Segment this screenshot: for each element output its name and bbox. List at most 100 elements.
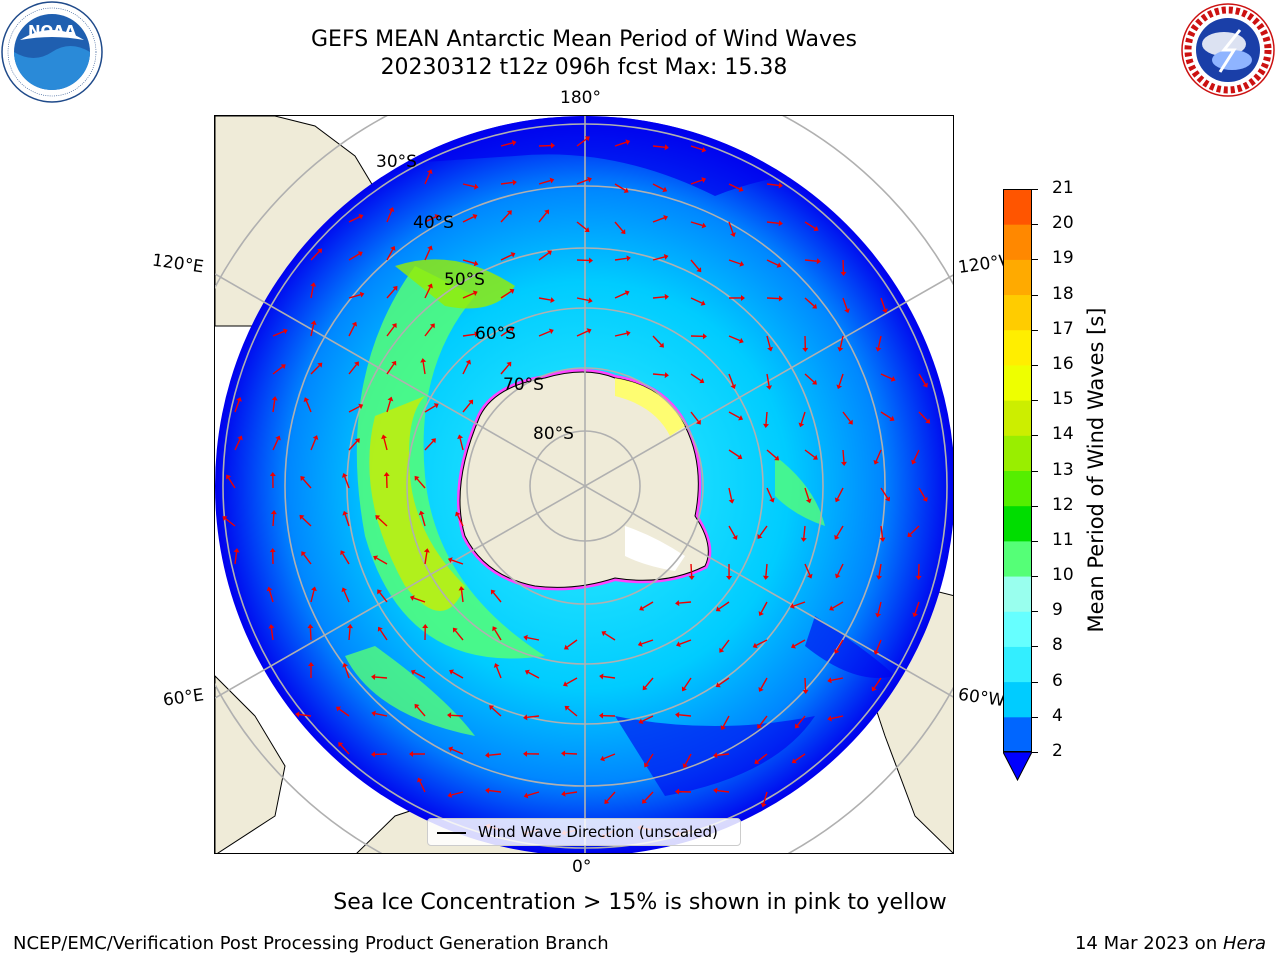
wave-direction-arrowhead bbox=[427, 169, 433, 175]
wave-direction-arrow bbox=[272, 513, 275, 527]
lat-label-60s: 60°S bbox=[475, 324, 516, 344]
wave-direction-arrow bbox=[877, 335, 882, 348]
wave-direction-arrowhead bbox=[311, 586, 317, 592]
wave-direction-arrowhead bbox=[358, 403, 364, 410]
colorbar-tick-mark bbox=[1032, 681, 1038, 683]
colorbar-tick-label: 19 bbox=[1052, 248, 1074, 269]
wave-direction-arrow bbox=[880, 373, 893, 380]
wave-direction-arrowhead bbox=[702, 333, 707, 340]
wave-direction-arrowhead bbox=[266, 586, 273, 592]
wave-direction-arrow bbox=[804, 677, 807, 691]
wave-direction-arrowhead bbox=[715, 606, 721, 612]
wave-direction-arrow bbox=[225, 518, 236, 527]
wave-direction-arrow bbox=[837, 563, 844, 576]
wave-direction-arrowhead bbox=[834, 534, 840, 540]
wave-direction-arrowhead bbox=[604, 799, 610, 804]
wave-direction-arrowhead bbox=[584, 136, 590, 142]
wave-direction-arrow bbox=[302, 478, 312, 489]
wave-direction-arrow bbox=[652, 335, 662, 346]
wave-direction-arrow bbox=[376, 557, 388, 565]
colorbar-label: Mean Period of Wind Waves [s] bbox=[1084, 307, 1108, 633]
wave-direction-arrow bbox=[794, 639, 806, 647]
wind-wave-arrows bbox=[222, 136, 931, 839]
wave-direction-arrow bbox=[645, 753, 654, 765]
wave-direction-arrowhead bbox=[776, 262, 782, 268]
colorbar-band bbox=[1003, 224, 1032, 260]
lon-label-0: 0° bbox=[572, 857, 592, 877]
wave-direction-arrowhead bbox=[418, 510, 425, 516]
wave-direction-arrowhead bbox=[844, 308, 850, 314]
wave-direction-arrow bbox=[348, 253, 360, 261]
wave-direction-arrow bbox=[538, 212, 548, 223]
wave-direction-arrowhead bbox=[915, 575, 922, 580]
wave-direction-arrowhead bbox=[561, 750, 566, 757]
wave-direction-arrowhead bbox=[600, 755, 605, 762]
wave-direction-arrowhead bbox=[758, 686, 764, 692]
wave-direction-arrowhead bbox=[512, 179, 517, 186]
wave-direction-arrow bbox=[310, 438, 317, 451]
wave-direction-arrowhead bbox=[544, 209, 550, 215]
wave-direction-arrow bbox=[462, 183, 475, 188]
wave-direction-arrowhead bbox=[626, 330, 631, 337]
wave-direction-arrowhead bbox=[795, 723, 800, 729]
wave-direction-arrowhead bbox=[390, 245, 396, 251]
colorbar-tick-label: 6 bbox=[1052, 670, 1063, 691]
wave-direction-arrowhead bbox=[280, 364, 286, 370]
wave-direction-arrowhead bbox=[778, 182, 783, 189]
wave-direction-arrow bbox=[377, 517, 388, 527]
wave-direction-arrow bbox=[652, 145, 666, 148]
wave-direction-arrow bbox=[614, 183, 626, 191]
wave-direction-arrowhead bbox=[871, 686, 877, 692]
wave-direction-arrowhead bbox=[548, 328, 554, 335]
wave-direction-arrow bbox=[494, 629, 502, 641]
wave-direction-arrowhead bbox=[377, 626, 383, 632]
wave-direction-arrowhead bbox=[588, 297, 593, 304]
wave-direction-arrow bbox=[614, 141, 627, 147]
wave-direction-arrowhead bbox=[719, 647, 725, 653]
wave-direction-arrowhead bbox=[359, 291, 365, 298]
wave-direction-arrowhead bbox=[524, 669, 530, 676]
wave-direction-arrow bbox=[690, 259, 700, 270]
wave-direction-arrow bbox=[457, 514, 464, 527]
wave-direction-arrowhead bbox=[912, 612, 918, 618]
wave-direction-arrowhead bbox=[455, 511, 461, 517]
wave-direction-arrowhead bbox=[373, 555, 379, 561]
wave-direction-arrow bbox=[424, 172, 431, 185]
wave-direction-arrow bbox=[604, 632, 616, 641]
wave-direction-arrow bbox=[728, 411, 740, 419]
wave-direction-arrow bbox=[310, 365, 320, 375]
wave-direction-arrowhead bbox=[586, 328, 592, 334]
colorbar-tick-mark bbox=[1032, 716, 1038, 718]
wave-direction-arrow bbox=[272, 330, 285, 337]
wave-direction-arrow bbox=[424, 440, 434, 451]
colorbar-tick-mark bbox=[1032, 505, 1038, 507]
wave-direction-arrow bbox=[310, 250, 320, 261]
wave-direction-arrow bbox=[454, 630, 464, 641]
wave-direction-arrow bbox=[452, 671, 464, 679]
wave-direction-arrow bbox=[500, 290, 512, 299]
wave-direction-arrowhead bbox=[342, 510, 349, 516]
wave-direction-arrow bbox=[565, 791, 578, 795]
wave-direction-arrowhead bbox=[409, 595, 415, 601]
wave-direction-arrow bbox=[424, 286, 431, 299]
wave-direction-arrowhead bbox=[550, 297, 555, 304]
wave-direction-arrow bbox=[880, 411, 892, 420]
wave-direction-arrowhead bbox=[659, 342, 664, 348]
wave-direction-arrow bbox=[800, 411, 806, 424]
wave-direction-arrowhead bbox=[890, 376, 896, 382]
wave-direction-arrowhead bbox=[233, 548, 240, 553]
wave-direction-arrow bbox=[641, 715, 654, 722]
wave-direction-arrow bbox=[272, 438, 279, 451]
map-legend: Wind Wave Direction (unscaled) bbox=[427, 818, 741, 846]
wave-direction-arrowhead bbox=[312, 435, 319, 441]
wave-direction-arrow bbox=[538, 297, 551, 301]
wave-direction-arrow bbox=[722, 715, 730, 727]
wave-direction-arrow bbox=[538, 330, 551, 337]
colorbar-band bbox=[1003, 435, 1032, 471]
wave-direction-arrowhead bbox=[383, 472, 390, 477]
wave-direction-arrow bbox=[526, 715, 540, 719]
wave-direction-arrow bbox=[492, 592, 502, 603]
wave-direction-arrowhead bbox=[791, 758, 797, 764]
wave-direction-arrow bbox=[766, 487, 773, 500]
wave-direction-arrow bbox=[766, 259, 779, 266]
